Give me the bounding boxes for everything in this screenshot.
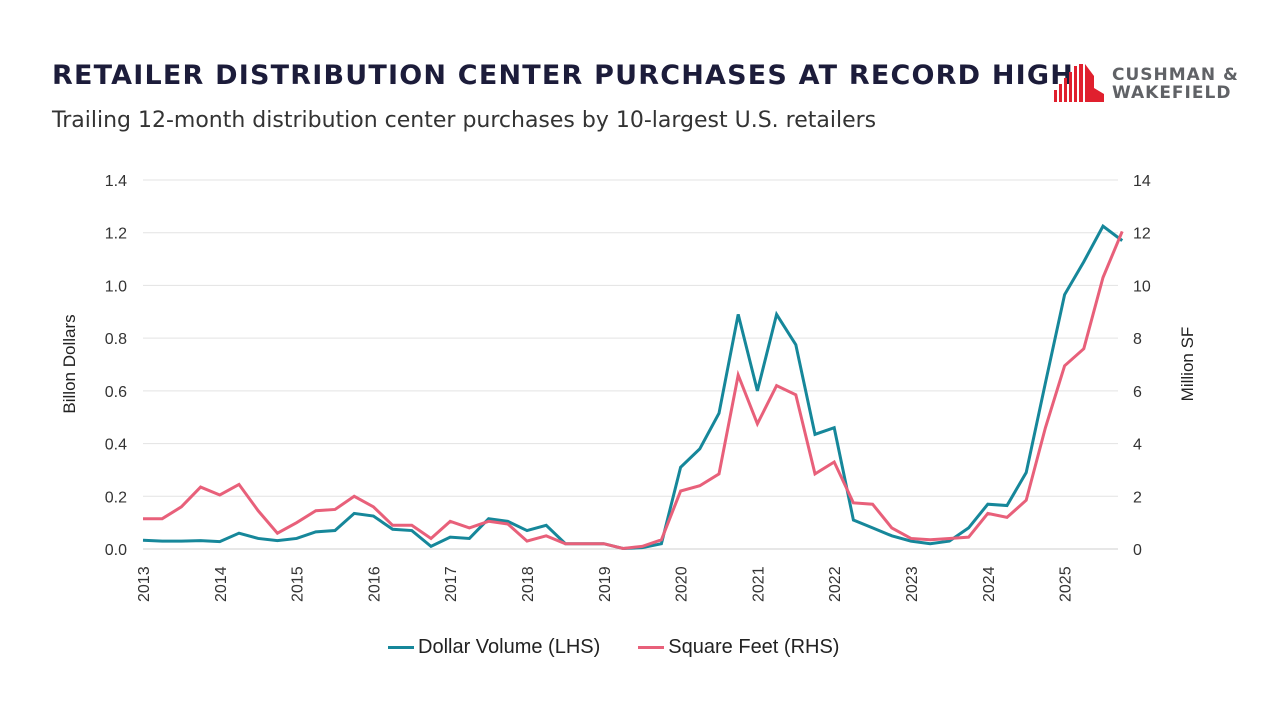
y-axis-right-label: Million SF: [1178, 327, 1197, 402]
legend-swatch-pink: [638, 646, 665, 649]
cushman-wakefield-logo: CUSHMAN & WAKEFIELD: [1054, 62, 1244, 104]
legend-item-dollar-volume: Dollar Volume (LHS): [388, 636, 600, 659]
x-tick-label: 2023: [904, 566, 921, 602]
y-left-tick-label: 0.0: [105, 542, 127, 559]
x-tick-label: 2021: [750, 566, 767, 602]
y-right-tick-label: 8: [1133, 331, 1142, 348]
legend-swatch-teal: [388, 646, 414, 649]
y-right-tick-label: 0: [1133, 542, 1142, 559]
logo-text: CUSHMAN & WAKEFIELD: [1112, 66, 1239, 102]
legend-item-square-feet: Square Feet (RHS): [638, 636, 839, 659]
y-left-tick-label: 1.4: [105, 173, 127, 190]
y-right-tick-label: 12: [1133, 226, 1151, 243]
y-right-tick-label: 2: [1133, 489, 1142, 506]
x-tick-label: 2014: [213, 566, 230, 602]
legend-label: Square Feet (RHS): [668, 636, 840, 658]
y-left-tick-label: 0.4: [105, 437, 127, 454]
y-right-tick-label: 6: [1133, 384, 1142, 401]
series-line-square-feet: [143, 230, 1124, 550]
y-right-tick-label: 14: [1133, 173, 1151, 190]
x-tick-label: 2025: [1058, 566, 1075, 602]
x-axis: 2013 2014 2015 2016 2017 2018 2019 2020 2021 2022…: [136, 566, 1075, 602]
y-left-tick-label: 0.6: [105, 384, 127, 401]
y-axis-left-label: Billon Dollars: [60, 314, 79, 413]
logo-line-1: CUSHMAN &: [1112, 65, 1239, 85]
x-tick-label: 2022: [827, 566, 844, 602]
chart-subtitle: Trailing 12-month distribution center pu…: [52, 108, 877, 133]
legend-label: Dollar Volume (LHS): [418, 636, 601, 658]
y-left-tick-label: 0.2: [105, 489, 127, 506]
legend: Dollar Volume (LHS) Square Feet (RHS): [388, 636, 839, 659]
series-lines: [142, 223, 1124, 550]
x-tick-label: 2015: [290, 566, 307, 602]
chart-title: RETAILER DISTRIBUTION CENTER PURCHASES A…: [52, 60, 1075, 91]
x-tick-label: 2013: [136, 566, 153, 602]
y-right-tick-label: 4: [1133, 437, 1142, 454]
x-tick-label: 2016: [366, 566, 383, 602]
logo-line-2: WAKEFIELD: [1112, 83, 1232, 103]
y-left-tick-label: 0.8: [105, 331, 127, 348]
series-line-dollar-volume: [142, 223, 1124, 550]
y-left-tick-label: 1.2: [105, 226, 127, 243]
gridlines: [143, 179, 1118, 550]
y-axis-right: 0 2 4 6 8 10 12 14: [1133, 173, 1151, 559]
x-tick-label: 2024: [981, 566, 998, 602]
y-axis-left: 0.0 0.2 0.4 0.6 0.8 1.0 1.2 1.4: [105, 173, 127, 559]
x-tick-label: 2019: [597, 566, 614, 602]
y-left-tick-label: 1.0: [105, 278, 127, 295]
x-tick-label: 2018: [520, 566, 537, 602]
x-tick-label: 2020: [674, 566, 691, 602]
x-tick-label: 2017: [443, 566, 460, 602]
building-logo-icon: [1054, 64, 1104, 102]
y-right-tick-label: 10: [1133, 278, 1151, 295]
